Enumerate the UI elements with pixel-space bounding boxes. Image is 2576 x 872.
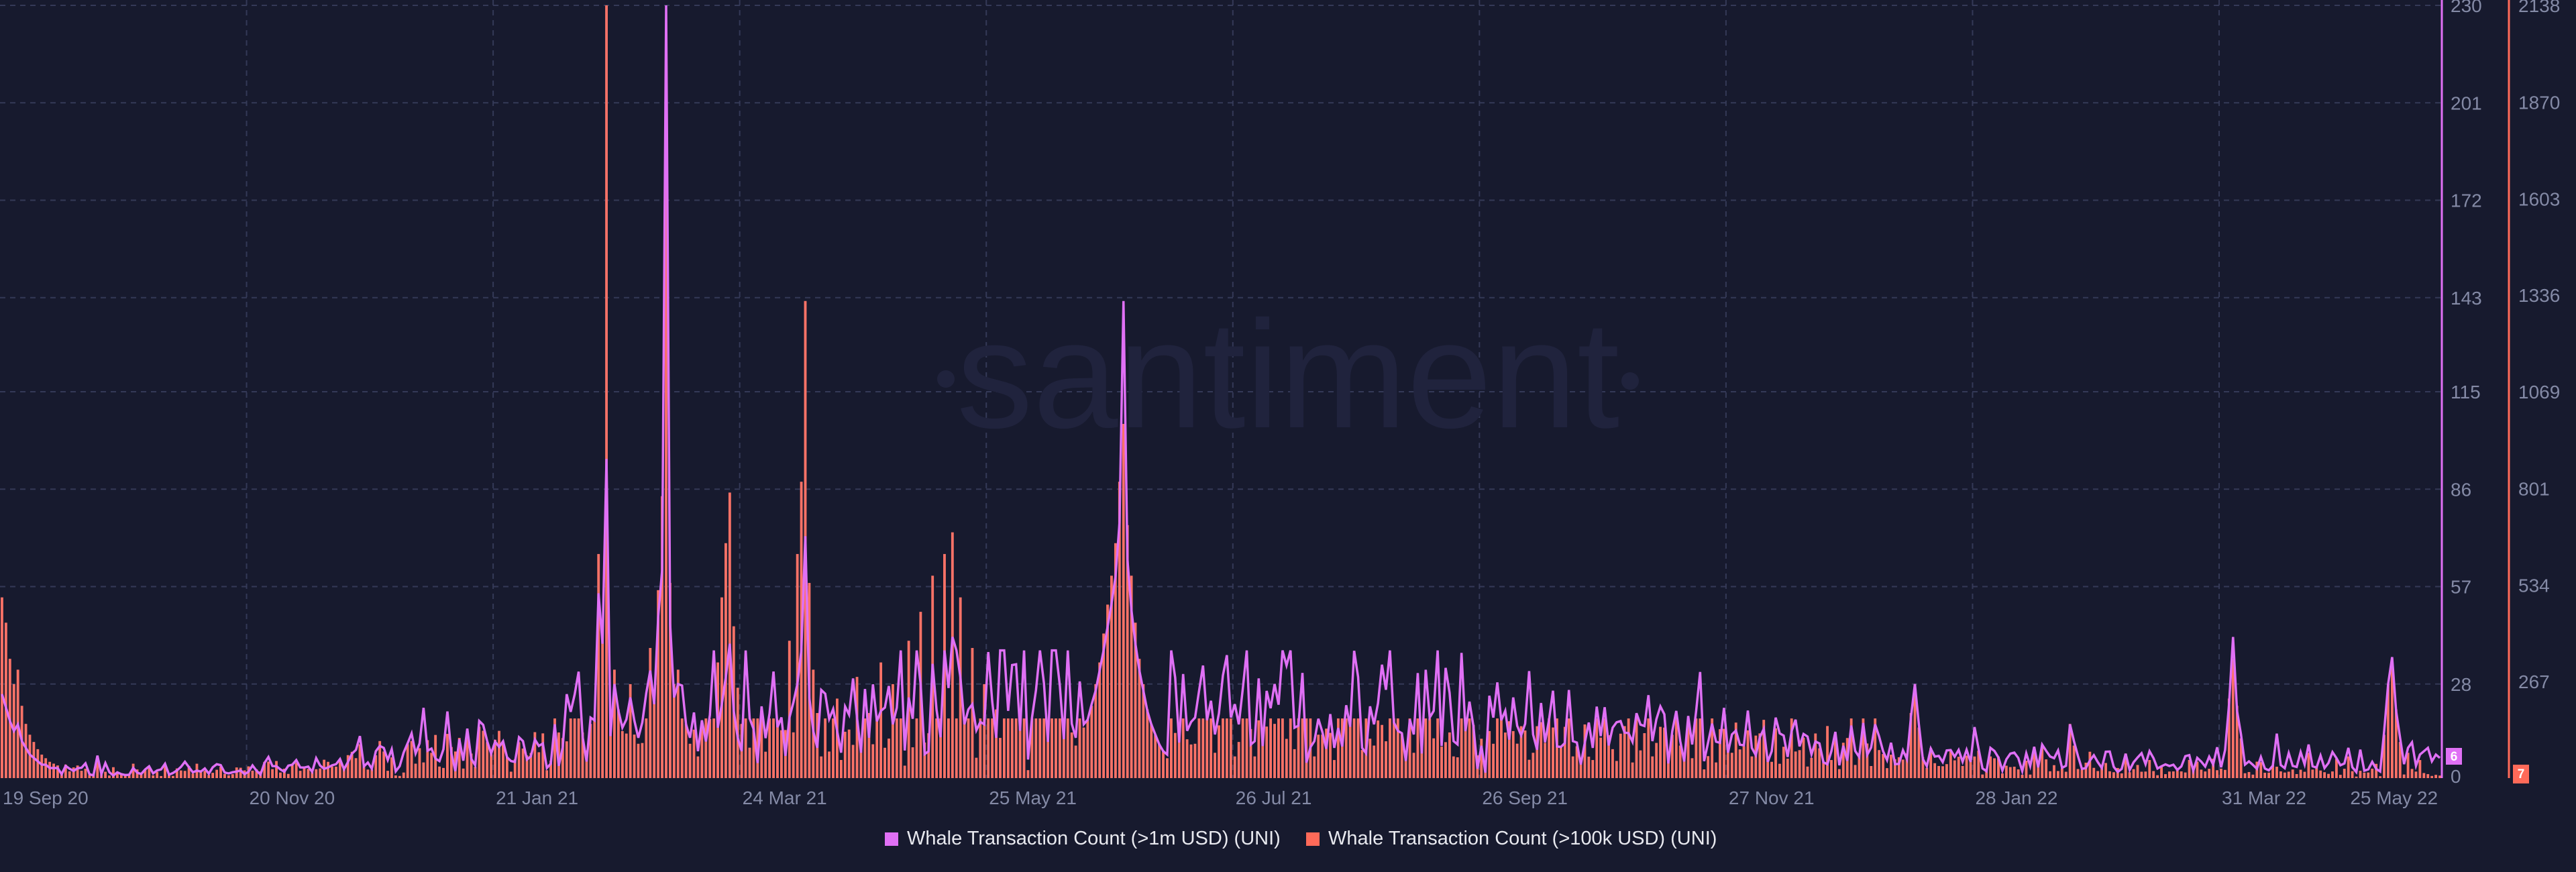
svg-text:1870: 1870 bbox=[2518, 92, 2560, 113]
svg-text:201: 201 bbox=[2451, 93, 2482, 113]
svg-text:26 Sep 21: 26 Sep 21 bbox=[1482, 787, 1568, 808]
svg-text:31 Mar 22: 31 Mar 22 bbox=[2222, 787, 2306, 808]
svg-text:86: 86 bbox=[2451, 479, 2471, 500]
svg-text:115: 115 bbox=[2451, 382, 2481, 402]
svg-text:26 Jul 21: 26 Jul 21 bbox=[1236, 787, 1312, 808]
svg-text:27 Nov 21: 27 Nov 21 bbox=[1729, 787, 1815, 808]
svg-text:172: 172 bbox=[2451, 190, 2482, 211]
svg-text:Whale Transaction Count (>100k: Whale Transaction Count (>100k USD) (UNI… bbox=[1328, 828, 1717, 849]
svg-text:25 May 21: 25 May 21 bbox=[989, 787, 1077, 808]
svg-text:28: 28 bbox=[2451, 674, 2471, 695]
svg-text:21 Jan 21: 21 Jan 21 bbox=[496, 787, 578, 808]
svg-text:2138: 2138 bbox=[2518, 0, 2560, 16]
svg-text:28 Jan 22: 28 Jan 22 bbox=[1975, 787, 2057, 808]
svg-text:57: 57 bbox=[2451, 577, 2471, 598]
svg-text:267: 267 bbox=[2518, 671, 2550, 692]
svg-text:1603: 1603 bbox=[2518, 188, 2560, 209]
svg-text:20 Nov 20: 20 Nov 20 bbox=[250, 787, 335, 808]
svg-text:Whale Transaction Count (>1m U: Whale Transaction Count (>1m USD) (UNI) bbox=[907, 828, 1281, 849]
svg-text:1069: 1069 bbox=[2518, 382, 2560, 402]
svg-text:230: 230 bbox=[2451, 0, 2482, 16]
svg-text:25 May 22: 25 May 22 bbox=[2350, 787, 2438, 808]
svg-text:0: 0 bbox=[2451, 766, 2461, 787]
svg-text:7: 7 bbox=[2518, 767, 2525, 781]
svg-text:6: 6 bbox=[2451, 750, 2458, 764]
svg-text:24 Mar 21: 24 Mar 21 bbox=[743, 787, 827, 808]
svg-text:1336: 1336 bbox=[2518, 285, 2560, 306]
svg-text:801: 801 bbox=[2518, 478, 2550, 499]
svg-text:19 Sep 20: 19 Sep 20 bbox=[3, 787, 89, 808]
svg-text:santiment: santiment bbox=[957, 290, 1619, 460]
svg-text:534: 534 bbox=[2518, 575, 2550, 596]
svg-text:143: 143 bbox=[2451, 288, 2482, 309]
